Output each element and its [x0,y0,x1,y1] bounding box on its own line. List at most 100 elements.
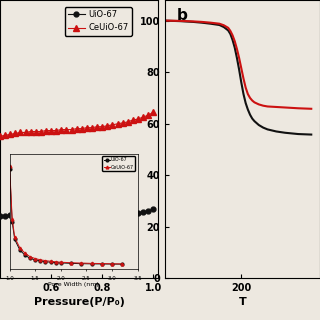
CeUiO-67 [13,236,17,239]
UiO-67 [65,212,68,216]
UiO-67 [121,212,124,216]
Line: CeUiO-67: CeUiO-67 [0,109,156,139]
UiO-67 [54,261,58,265]
CeUiO-67 [100,125,104,129]
CeUiO-67 [13,132,17,135]
CeUiO-67 [126,120,130,124]
X-axis label: Pore Width (nm): Pore Width (nm) [48,282,99,287]
CeUiO-67 [23,251,27,255]
UiO-67 [44,260,47,264]
CeUiO-67 [54,129,58,132]
CeUiO-67 [49,259,52,263]
UiO-67 [151,207,155,211]
CeUiO-67 [151,110,155,114]
UiO-67 [100,262,104,266]
CeUiO-67 [146,113,150,117]
CeUiO-67 [39,130,43,133]
CeUiO-67 [90,261,93,265]
X-axis label: Pressure(P/P₀): Pressure(P/P₀) [34,297,124,308]
X-axis label: T: T [238,297,246,308]
UiO-67 [95,212,99,216]
UiO-67 [44,212,48,216]
Line: UiO-67: UiO-67 [8,168,124,266]
CeUiO-67 [49,129,53,132]
CeUiO-67 [0,134,2,138]
CeUiO-67 [10,217,14,220]
CeUiO-67 [19,131,22,134]
UiO-67 [110,262,114,266]
UiO-67 [8,213,12,217]
UiO-67 [79,262,83,266]
UiO-67 [28,256,32,260]
CeUiO-67 [79,261,83,265]
CeUiO-67 [110,123,114,127]
UiO-67 [38,259,42,263]
UiO-67 [29,212,33,216]
UiO-67 [3,214,7,218]
CeUiO-67 [121,121,124,125]
CeUiO-67 [54,260,58,264]
UiO-67 [75,212,79,216]
UiO-67 [13,213,17,217]
CeUiO-67 [120,262,124,266]
CeUiO-67 [85,126,89,130]
CeUiO-67 [95,125,99,129]
UiO-67 [33,258,37,262]
UiO-67 [49,260,52,264]
CeUiO-67 [33,257,37,260]
UiO-67 [100,212,104,216]
UiO-67 [70,212,74,216]
UiO-67 [85,212,89,216]
CeUiO-67 [65,128,68,132]
UiO-67 [13,237,17,241]
CeUiO-67 [24,131,28,134]
CeUiO-67 [38,258,42,262]
CeUiO-67 [90,126,94,130]
CeUiO-67 [8,164,12,168]
UiO-67 [10,220,14,224]
UiO-67 [59,261,63,265]
UiO-67 [60,212,63,216]
CeUiO-67 [60,128,63,132]
CeUiO-67 [69,261,73,265]
UiO-67 [80,212,84,216]
UiO-67 [69,261,73,265]
UiO-67 [131,212,135,216]
UiO-67 [18,248,22,252]
CeUiO-67 [34,130,38,133]
CeUiO-67 [141,115,145,119]
CeUiO-67 [28,255,32,259]
UiO-67 [23,253,27,257]
UiO-67 [0,214,2,218]
Legend: UiO-67, CeUiO-67: UiO-67, CeUiO-67 [65,7,132,36]
UiO-67 [110,212,114,216]
CeUiO-67 [110,262,114,266]
CeUiO-67 [100,262,104,266]
CeUiO-67 [44,129,48,132]
UiO-67 [54,212,58,216]
UiO-67 [90,212,94,216]
UiO-67 [105,212,109,216]
UiO-67 [19,213,22,217]
UiO-67 [141,210,145,214]
CeUiO-67 [29,130,33,133]
CeUiO-67 [18,246,22,250]
Legend: UiO-67, CeUiO-67: UiO-67, CeUiO-67 [102,156,135,172]
UiO-67 [136,211,140,215]
Line: UiO-67: UiO-67 [0,207,156,219]
CeUiO-67 [136,117,140,121]
CeUiO-67 [80,127,84,131]
UiO-67 [146,209,150,213]
CeUiO-67 [131,118,135,122]
UiO-67 [49,212,53,216]
UiO-67 [8,167,12,171]
CeUiO-67 [44,259,47,262]
CeUiO-67 [116,122,119,126]
UiO-67 [34,212,38,216]
UiO-67 [24,212,28,216]
CeUiO-67 [105,124,109,128]
CeUiO-67 [3,133,7,137]
Line: CeUiO-67: CeUiO-67 [8,165,124,265]
UiO-67 [116,212,119,216]
Text: b: b [177,8,188,23]
